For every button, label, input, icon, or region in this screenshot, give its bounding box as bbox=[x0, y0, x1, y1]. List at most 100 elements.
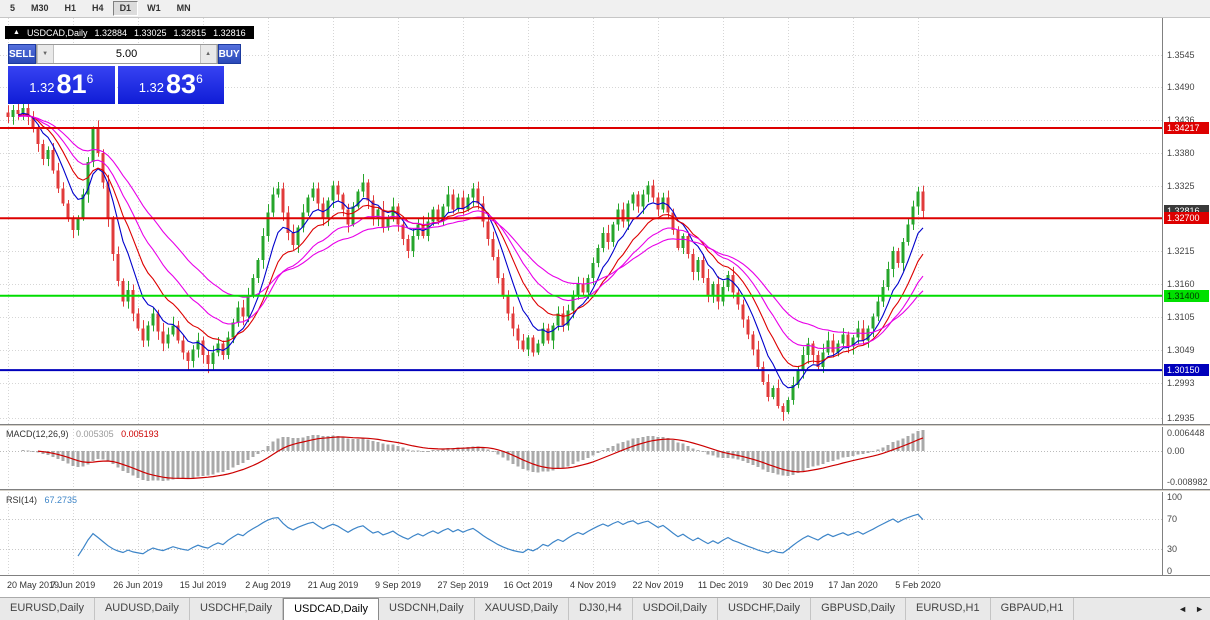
tab-dj30-h4[interactable]: DJ30,H4 bbox=[569, 598, 633, 620]
sell-price-whole: 1.32 bbox=[29, 80, 55, 95]
buy-price-pips: 83 bbox=[166, 69, 197, 99]
tab-scroll-right-icon[interactable]: ► bbox=[1195, 604, 1204, 614]
chart-symbol: USDCAD,Daily bbox=[26, 27, 88, 38]
price-tag: 1.32700 bbox=[1164, 212, 1209, 225]
macd-axis-label: 0.006448 bbox=[1167, 428, 1205, 438]
date-label: 5 Feb 2020 bbox=[895, 580, 941, 590]
price-axis-label: 1.3049 bbox=[1167, 344, 1195, 355]
pane-separator[interactable] bbox=[0, 424, 1210, 427]
timeframe-button-mn[interactable]: MN bbox=[176, 3, 191, 13]
date-label: 20 May 2019 bbox=[6, 580, 60, 590]
volume-decrease-button[interactable]: ▼ bbox=[36, 45, 54, 63]
collapse-panel-icon[interactable]: ▲ bbox=[13, 29, 20, 36]
buy-price-whole: 1.32 bbox=[138, 80, 165, 95]
date-label: 27 Sep 2019 bbox=[437, 580, 489, 590]
volume-increase-button[interactable]: ▲ bbox=[199, 45, 217, 63]
date-label: 11 Dec 2019 bbox=[697, 580, 749, 590]
ohlc-low: 1.32815 bbox=[173, 27, 207, 38]
buy-price-point: 6 bbox=[196, 72, 203, 86]
tab-eurusd-daily[interactable]: EURUSD,Daily bbox=[0, 598, 95, 620]
one-click-trading-panel: SELL ▼ ▲ BUY 1.32 81 6 1.32 83 6 bbox=[8, 44, 241, 104]
timeframe-toolbar: 5 M30 H1 H4 D1 W1 MN bbox=[0, 0, 1210, 18]
buy-price-display[interactable]: 1.32 83 6 bbox=[117, 66, 224, 104]
timeframe-button-h4[interactable]: H4 bbox=[92, 3, 104, 13]
tab-gbpusd-daily[interactable]: GBPUSD,Daily bbox=[811, 598, 907, 620]
tab-xauusd-daily[interactable]: XAUUSD,Daily bbox=[475, 598, 569, 620]
date-label: 17 Jan 2020 bbox=[828, 580, 878, 590]
horizontal-level-lines bbox=[0, 127, 1162, 372]
tab-eurusd-h1[interactable]: EURUSD,H1 bbox=[906, 598, 991, 620]
rsi-axis-label: 0 bbox=[1167, 566, 1173, 576]
price-axis-label: 1.3545 bbox=[1167, 49, 1195, 60]
date-label: 26 Jun 2019 bbox=[113, 580, 163, 590]
sell-price-pips: 81 bbox=[56, 69, 87, 99]
tab-scroll-left-icon[interactable]: ◄ bbox=[1178, 604, 1188, 614]
tab-usdchf-daily[interactable]: USDCHF,Daily bbox=[190, 598, 284, 620]
chart-tab-bar: EURUSD,Daily AUDUSD,Daily USDCHF,Daily USDC… bbox=[0, 597, 1210, 620]
macd-axis-label: -0.008982 bbox=[1167, 477, 1208, 487]
ohlc-close: 1.32816 bbox=[213, 27, 246, 38]
rsi-title: RSI(14) bbox=[6, 495, 38, 505]
price-axis[interactable]: 1.35451.34901.34361.33801.33251.32701.32… bbox=[1162, 18, 1210, 576]
date-label: 22 Nov 2019 bbox=[632, 580, 684, 590]
date-label: 30 Dec 2019 bbox=[762, 580, 814, 590]
price-axis-label: 1.3105 bbox=[1167, 311, 1195, 322]
timeframe-button-5[interactable]: 5 bbox=[10, 3, 16, 13]
chart-info-bar: ▲ USDCAD,Daily 1.32884 1.33025 1.32815 1… bbox=[5, 26, 254, 39]
rsi-value: 67.2735 bbox=[44, 495, 78, 505]
rsi-indicator-label: RSI(14) 67.2735 bbox=[6, 495, 77, 505]
timeframe-button-h1[interactable]: H1 bbox=[64, 3, 77, 13]
date-label: 21 Aug 2019 bbox=[307, 580, 359, 590]
volume-control: ▼ ▲ bbox=[35, 44, 218, 64]
price-tag: 1.31400 bbox=[1164, 289, 1209, 302]
date-label: 15 Jul 2019 bbox=[179, 580, 227, 590]
macd-main-value: 0.005305 bbox=[76, 429, 114, 439]
tab-usdcad-daily[interactable]: USDCAD,Daily bbox=[283, 598, 380, 620]
sell-button[interactable]: SELL bbox=[8, 44, 36, 64]
date-label: 7 Jun 2019 bbox=[50, 580, 96, 590]
candlestick-chart[interactable] bbox=[0, 18, 1162, 575]
ohlc-high: 1.33025 bbox=[134, 27, 167, 38]
tab-audusd-daily[interactable]: AUDUSD,Daily bbox=[95, 598, 190, 620]
time-axis[interactable]: 20 May 2019 7 Jun 2019 26 Jun 2019 15 Jul 2… bbox=[0, 575, 1210, 597]
rsi-pane bbox=[77, 513, 924, 557]
price-axis-label: 1.3436 bbox=[1167, 114, 1195, 125]
rsi-axis-label: 100 bbox=[1167, 492, 1183, 502]
price-axis-label: 1.3380 bbox=[1167, 147, 1195, 158]
rsi-axis-label: 70 bbox=[1167, 514, 1178, 525]
price-axis-label: 1.3215 bbox=[1167, 246, 1195, 257]
macd-indicator-label: MACD(12,26,9) 0.005305 0.005193 bbox=[6, 429, 159, 439]
tab-usdoil-daily[interactable]: USDOil,Daily bbox=[633, 598, 718, 620]
macd-title: MACD(12,26,9) bbox=[6, 429, 69, 439]
moving-averages bbox=[17, 112, 924, 389]
sell-price-display[interactable]: 1.32 81 6 bbox=[8, 66, 115, 104]
buy-button[interactable]: BUY bbox=[217, 44, 241, 64]
macd-pane bbox=[21, 430, 925, 481]
price-axis-label: 1.3325 bbox=[1167, 180, 1195, 191]
price-tag: 1.30150 bbox=[1164, 364, 1209, 377]
date-label: 4 Nov 2019 bbox=[569, 580, 617, 590]
macd-signal-value: 0.005193 bbox=[121, 429, 159, 439]
pane-separator[interactable] bbox=[0, 489, 1210, 492]
volume-input[interactable] bbox=[53, 45, 200, 63]
chart-area[interactable]: 1.3545 1.3490 1.3436 1.3380 1.3325 1.32 70 1.32… bbox=[0, 18, 1210, 576]
date-label: 16 Oct 2019 bbox=[503, 580, 553, 590]
main-pane-candles bbox=[6, 102, 925, 421]
sell-price-point: 6 bbox=[86, 72, 94, 86]
price-axis-label: 1.3490 bbox=[1167, 82, 1195, 93]
price-axis-label: 1.2993 bbox=[1167, 378, 1195, 389]
price-tag: 1.34217 bbox=[1164, 122, 1209, 135]
ohlc-open: 1.32884 bbox=[94, 27, 127, 38]
date-label: 9 Sep 2019 bbox=[374, 580, 422, 590]
macd-axis-label: 0.00 bbox=[1167, 446, 1185, 456]
tab-usdchf-daily[interactable]: USDCHF,Daily bbox=[718, 598, 812, 620]
rsi-axis-label: 30 bbox=[1167, 543, 1178, 554]
tab-usdcnh-daily[interactable]: USDCNH,Daily bbox=[379, 598, 475, 620]
tab-gbpaud-h1[interactable]: GBPAUD,H1 bbox=[991, 598, 1075, 620]
price-axis-label: 1.3160 bbox=[1167, 278, 1195, 289]
price-axis-label: 1.2935 bbox=[1167, 412, 1195, 423]
timeframe-button-d1[interactable]: D1 bbox=[112, 1, 139, 16]
timeframe-button-w1[interactable]: W1 bbox=[147, 3, 161, 13]
timeframe-button-m30[interactable]: M30 bbox=[31, 3, 49, 13]
